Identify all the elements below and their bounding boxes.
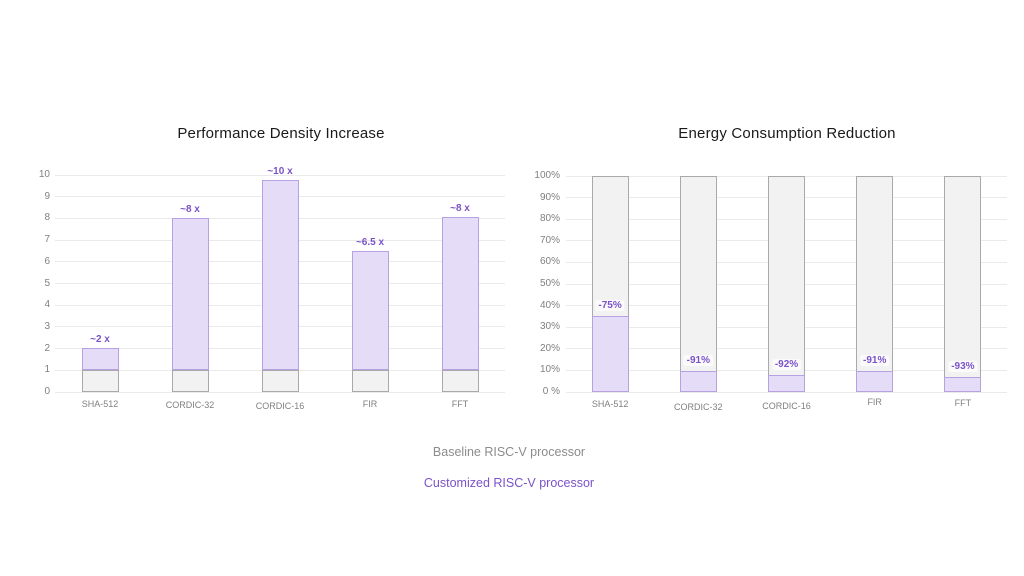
baseline-bar [261, 370, 299, 392]
legend-customized-label: Customized RISC-V processor [423, 476, 595, 490]
energy-reduction-plot-area: 0 % 10% 20% 30% 40% 50% 60% 70% 80% 90% 100% -75% SH… [534, 170, 1007, 412]
customized-bar [81, 347, 119, 371]
y-axis-tick-label: 0 % [542, 386, 560, 397]
y-axis-tick-label: 100% [534, 170, 560, 181]
y-axis-tick-label: 90% [539, 191, 560, 203]
y-axis-tick-label: 30% [539, 321, 560, 333]
y-axis-tick-label: 70% [539, 234, 560, 246]
x-axis-category-label: FIR [867, 397, 882, 407]
baseline-bar [441, 370, 479, 392]
customized-bar [944, 376, 982, 392]
baseline-bar [171, 370, 209, 392]
x-axis-category-label: SHA-512 [81, 399, 119, 409]
chart-title-performance-density: Performance Density Increase [177, 125, 385, 142]
gridline [55, 174, 505, 176]
bar-value-label: -92% [771, 358, 802, 370]
performance-density-plot-area: 0 1 2 3 4 5 6 7 8 9 10 ~2 x SHA-512 ~8 x CORDIC-32 ~10 … [39, 166, 505, 411]
customized-bar [591, 316, 629, 392]
y-axis-tick-label: 5 [44, 277, 50, 289]
x-axis-category-label: CORDIC-32 [674, 402, 723, 412]
y-axis-tick-label: 6 [44, 255, 50, 267]
y-axis-tick-label: 8 [44, 212, 50, 224]
customized-bar [679, 371, 717, 392]
y-axis-tick-label: 50% [539, 278, 560, 289]
y-axis-tick-label: 7 [44, 234, 50, 246]
baseline-bar [351, 370, 389, 392]
baseline-bar [81, 370, 119, 392]
y-axis-tick-label: 10% [539, 364, 560, 376]
baseline-bar [944, 176, 982, 392]
y-axis-tick-label: 3 [44, 320, 50, 332]
bar-value-label: ~8 x [180, 204, 200, 216]
y-axis-tick-label: 1 [44, 364, 50, 376]
bar-value-label: ~10 x [267, 166, 293, 178]
y-axis-tick-label: 2 [44, 342, 50, 354]
baseline-bar [768, 176, 805, 392]
gridline [55, 391, 505, 393]
x-axis-category-label: FFT [954, 398, 972, 408]
y-axis-tick-label: 20% [539, 342, 560, 354]
bar-value-label: ~6.5 x [355, 236, 385, 248]
y-axis-tick-label: 40% [539, 299, 560, 311]
bar-value-label: -91% [860, 355, 890, 367]
gridline [566, 391, 1007, 393]
chart-title-energy-reduction: Energy Consumption Reduction [678, 125, 896, 142]
y-axis-tick-label: 9 [44, 190, 50, 202]
x-axis-category-label: CORDIC-16 [762, 401, 811, 411]
customized-bar [856, 371, 894, 392]
legend-baseline-label: Baseline RISC-V processor [432, 445, 586, 459]
bar-value-label: ~8 x [450, 203, 470, 215]
y-axis-tick-label: 10 [38, 169, 50, 180]
customized-bar [261, 180, 299, 371]
x-axis-category-label: CORDIC-32 [165, 400, 215, 410]
customized-bar [441, 217, 479, 371]
bar-value-label: -75% [595, 300, 625, 312]
x-axis-category-label: FFT [451, 399, 469, 409]
x-axis-category-label: FIR [362, 399, 378, 409]
bar-value-label: ~2 x [90, 333, 110, 345]
bar-value-label: -91% [683, 355, 713, 367]
customized-bar [171, 218, 209, 371]
x-axis-category-label: SHA-512 [591, 399, 629, 409]
customized-bar [351, 250, 389, 371]
customized-bar [768, 374, 805, 392]
x-axis-category-label: CORDIC-16 [255, 401, 305, 411]
y-axis-tick-label: 80% [539, 213, 560, 225]
y-axis-tick-label: 60% [539, 256, 560, 268]
bar-value-label: -93% [948, 360, 978, 372]
y-axis-tick-label: 4 [44, 299, 50, 311]
y-axis-tick-label: 0 [44, 386, 50, 397]
